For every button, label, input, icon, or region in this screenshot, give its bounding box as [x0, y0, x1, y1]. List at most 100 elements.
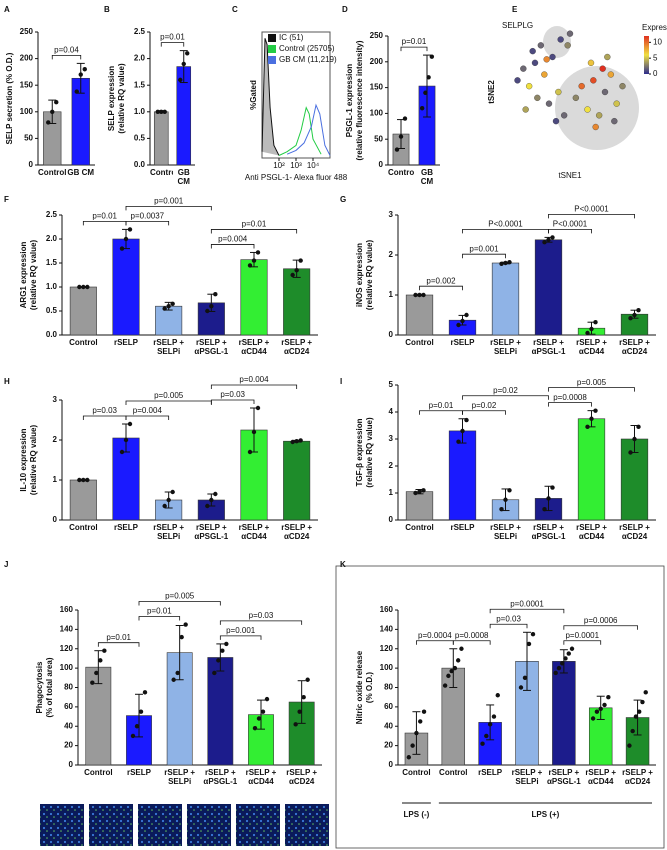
data-point: [77, 284, 82, 290]
significance-bracket: [462, 410, 506, 415]
data-point: [78, 72, 83, 77]
data-point: [507, 260, 512, 265]
error-bar: [175, 625, 184, 681]
x-axis-label: tSNE1: [558, 171, 582, 180]
category-label: rSELP + αPSGL-1: [203, 768, 238, 786]
y-axis-label: (% O.D.): [365, 672, 374, 703]
data-point: [50, 109, 55, 115]
cell-point: [619, 83, 626, 90]
y-tick-label: 120: [60, 644, 74, 653]
legend-label: Control (25705): [279, 44, 335, 53]
y-tick-label: 100: [380, 663, 394, 672]
x-tick-label: rSELP + αCD44: [576, 523, 607, 541]
bar: [405, 491, 434, 521]
data-point: [205, 308, 210, 314]
significance-bracket: [125, 206, 212, 211]
data-point: [522, 675, 528, 681]
p-value: p=0.01: [106, 633, 131, 642]
histogram-line: [261, 38, 280, 156]
group-label: LPS (-): [404, 810, 430, 819]
panel-label: C: [232, 5, 238, 14]
p-value: p=0.002: [426, 276, 456, 285]
data-point: [162, 306, 167, 311]
p-value: p=0.0001: [565, 631, 599, 640]
data-point: [590, 716, 596, 721]
y-tick-label: 0.5: [134, 134, 146, 143]
data-point: [260, 709, 266, 714]
y-tick-label: 2: [389, 461, 394, 470]
cell-point: [611, 118, 618, 125]
category-label: rSELP + SELPi: [153, 523, 185, 541]
cell-point: [564, 42, 571, 49]
error-bar: [179, 50, 188, 84]
x-tick-label: rSELP + αPSGL-1: [532, 338, 566, 356]
bar: [283, 268, 311, 336]
category-label: Control: [402, 768, 431, 777]
y-tick-label: 1.5: [46, 258, 58, 267]
data-point: [421, 292, 426, 298]
data-point: [297, 709, 302, 714]
data-point: [550, 485, 555, 490]
bar: [69, 286, 97, 336]
data-point: [166, 497, 171, 503]
category-label: GB CM: [67, 168, 95, 177]
y-tick-label: 0: [53, 515, 58, 524]
data-point: [589, 416, 594, 421]
x-tick-label: Control: [69, 338, 98, 347]
cell-point: [561, 112, 568, 119]
significance-bracket: [210, 384, 298, 389]
category-label: rSELP + αCD44: [238, 523, 270, 541]
cell-point: [514, 77, 521, 84]
legend-swatch: [268, 45, 276, 53]
data-point: [171, 677, 176, 682]
micrograph: [236, 804, 280, 846]
y-tick-label: 120: [380, 644, 394, 653]
data-point: [82, 67, 87, 72]
data-point: [301, 694, 306, 700]
category-label: rSELP: [450, 523, 475, 532]
x-tick-label: rSELP: [450, 523, 475, 532]
y-tick-label: 100: [20, 107, 34, 116]
data-point: [155, 109, 160, 115]
x-tick-label: rSELP + αCD24: [286, 768, 317, 786]
data-point: [503, 260, 508, 266]
p-value: p=0.005: [154, 391, 184, 400]
colorbar-tick-label: 10: [653, 37, 662, 46]
data-point: [594, 709, 600, 714]
data-point: [298, 258, 303, 263]
data-point: [530, 632, 536, 637]
category-label: rSELP + αPSGL-1: [531, 523, 566, 541]
p-value: P<0.0001: [488, 220, 523, 229]
bar: [552, 661, 576, 766]
data-point: [394, 147, 400, 152]
data-point: [452, 665, 458, 671]
category-label: rSELP + SELPi: [511, 768, 543, 786]
significance-bracket: [489, 623, 528, 629]
data-point: [602, 702, 607, 708]
panel-label: E: [512, 5, 518, 14]
category-label: Control: [69, 338, 98, 347]
cell-point: [557, 36, 564, 43]
panel-frame: [335, 565, 665, 849]
p-value: p=0.01: [147, 607, 172, 616]
category-label: rSELP + αCD24: [619, 523, 650, 541]
y-tick-label: 0: [389, 330, 394, 339]
p-value: p=0.0008: [553, 393, 587, 402]
y-axis-label: (relative RQ value): [29, 425, 38, 496]
data-point: [406, 755, 412, 760]
chart-title: SELPLG: [502, 21, 533, 30]
data-point: [127, 421, 133, 427]
data-point: [606, 694, 611, 700]
data-point: [569, 646, 575, 651]
cell-point: [541, 71, 548, 78]
data-point: [593, 408, 598, 413]
data-point: [252, 725, 258, 731]
data-point: [183, 622, 188, 627]
x-tick-label: Control: [38, 168, 66, 177]
category-label: rSELP + αPSGL-1: [194, 338, 229, 356]
p-value: p=0.005: [165, 592, 195, 601]
y-tick-label: 2: [389, 250, 394, 259]
error-bar: [257, 699, 265, 730]
significance-bracket: [563, 640, 602, 645]
error-bar: [423, 54, 431, 118]
